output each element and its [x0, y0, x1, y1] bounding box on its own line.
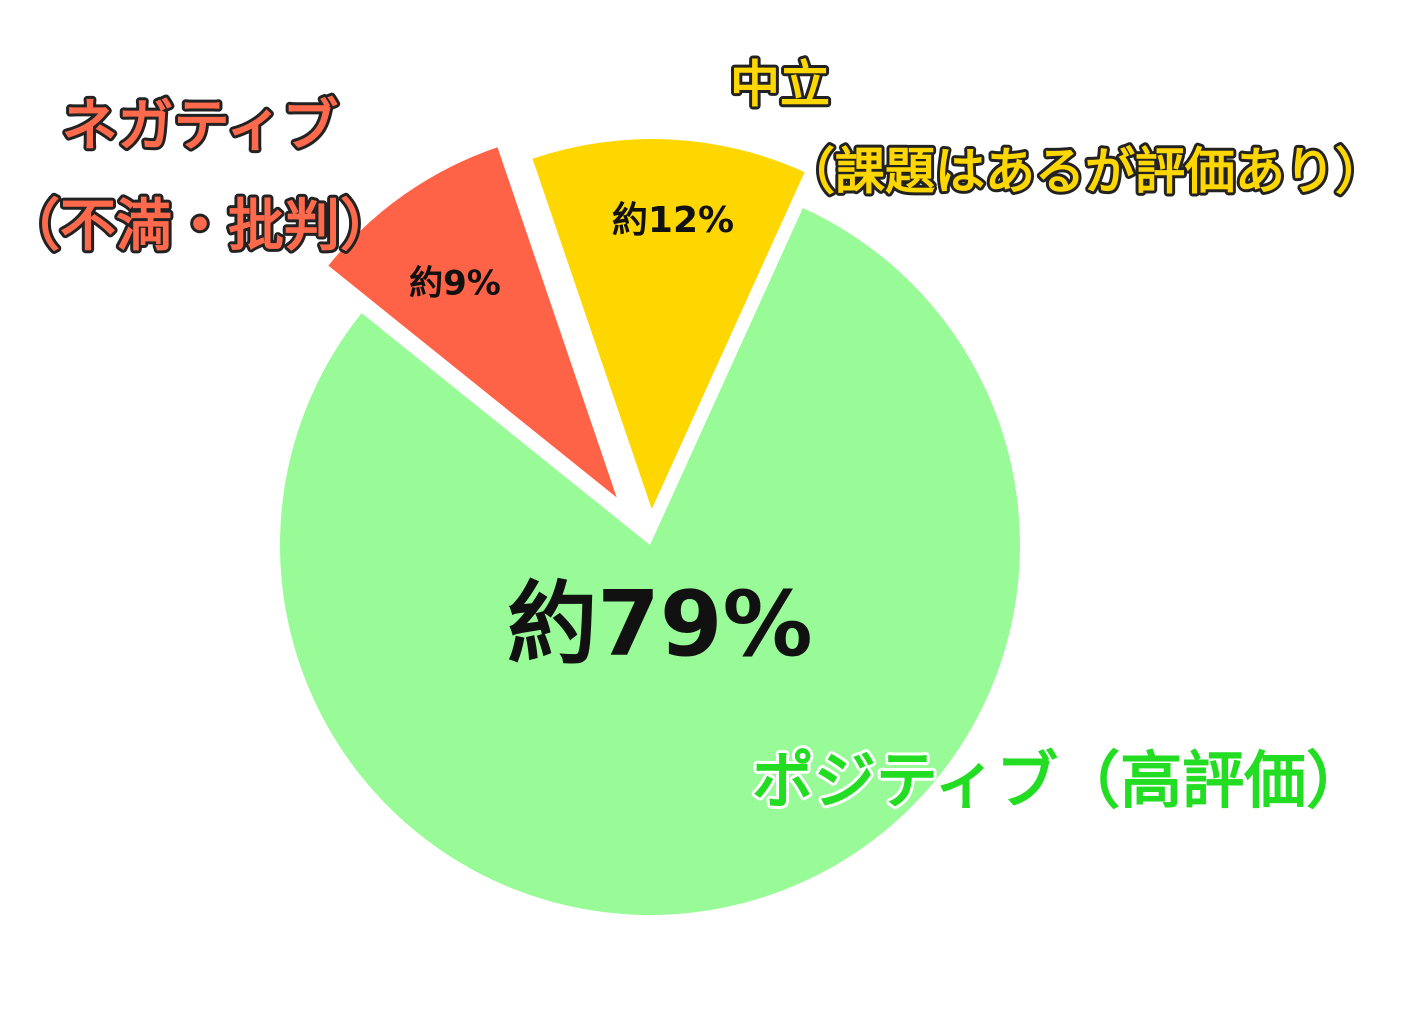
category-label: 中立 [730, 56, 830, 114]
value-label: 約9% [409, 264, 501, 304]
category-label: （不満・批判） [4, 194, 396, 259]
value-label: 約79% [507, 572, 812, 677]
pie-slice [532, 139, 805, 510]
pie-slice [280, 208, 1021, 915]
category-label: （課題はあるが評価あり） [785, 143, 1385, 201]
pie-slice [328, 147, 617, 498]
category-label: ネガティブ [62, 94, 339, 159]
category-label: ポジティブ（高評価） [752, 744, 1368, 817]
value-label: 約12% [612, 200, 734, 241]
